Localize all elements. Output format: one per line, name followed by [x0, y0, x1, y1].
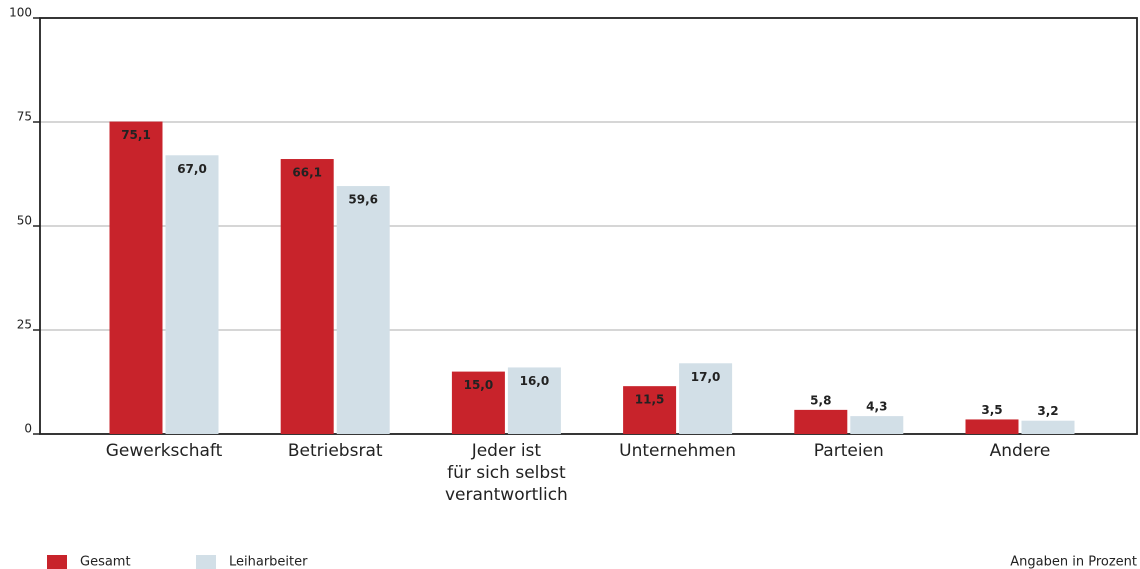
bar: [280, 159, 334, 435]
legend-label: Leiharbeiter: [229, 555, 308, 569]
value-label: 3,2: [1037, 404, 1058, 418]
value-label: 59,6: [348, 193, 378, 207]
value-label: 66,1: [292, 166, 322, 180]
bar: [850, 416, 904, 434]
bar: [623, 386, 677, 434]
y-tick-label: 25: [17, 318, 32, 332]
x-tick-label: Parteien: [813, 441, 884, 461]
x-tick-label: Jeder ist für sich selbst verantwortlich: [444, 441, 568, 505]
legend-swatch: [196, 555, 216, 569]
value-label: 67,0: [177, 162, 207, 176]
bar: [794, 409, 848, 434]
y-tick-label: 50: [17, 214, 32, 228]
value-label: 4,3: [866, 400, 887, 414]
value-label: 11,5: [635, 393, 665, 407]
legend-label: Gesamt: [80, 555, 131, 569]
bar: [1021, 420, 1075, 434]
x-tick-label: Andere: [989, 441, 1051, 461]
bar: [451, 371, 505, 434]
value-label: 3,5: [981, 403, 1002, 417]
value-label: 16,0: [520, 374, 550, 388]
y-tick-label: 100: [9, 6, 32, 20]
bar: [679, 363, 733, 434]
bar: [507, 367, 561, 434]
x-tick-label: Betriebsrat: [287, 441, 383, 461]
note: Angaben in Prozent: [1010, 555, 1137, 569]
y-tick-label: 0: [24, 422, 32, 436]
legend-swatch: [47, 555, 67, 569]
value-label: 5,8: [810, 393, 831, 407]
bar: [109, 121, 163, 435]
value-label: 15,0: [464, 378, 494, 392]
plot-frame: [39, 17, 1138, 435]
bar: [165, 155, 219, 434]
x-tick-label: Gewerkschaft: [105, 441, 223, 461]
y-tick-label: 75: [17, 110, 32, 124]
value-label: 75,1: [121, 128, 151, 142]
bar: [336, 186, 390, 434]
bar: [965, 419, 1019, 434]
x-tick-label: Unternehmen: [619, 441, 737, 461]
value-label: 17,0: [691, 370, 721, 384]
